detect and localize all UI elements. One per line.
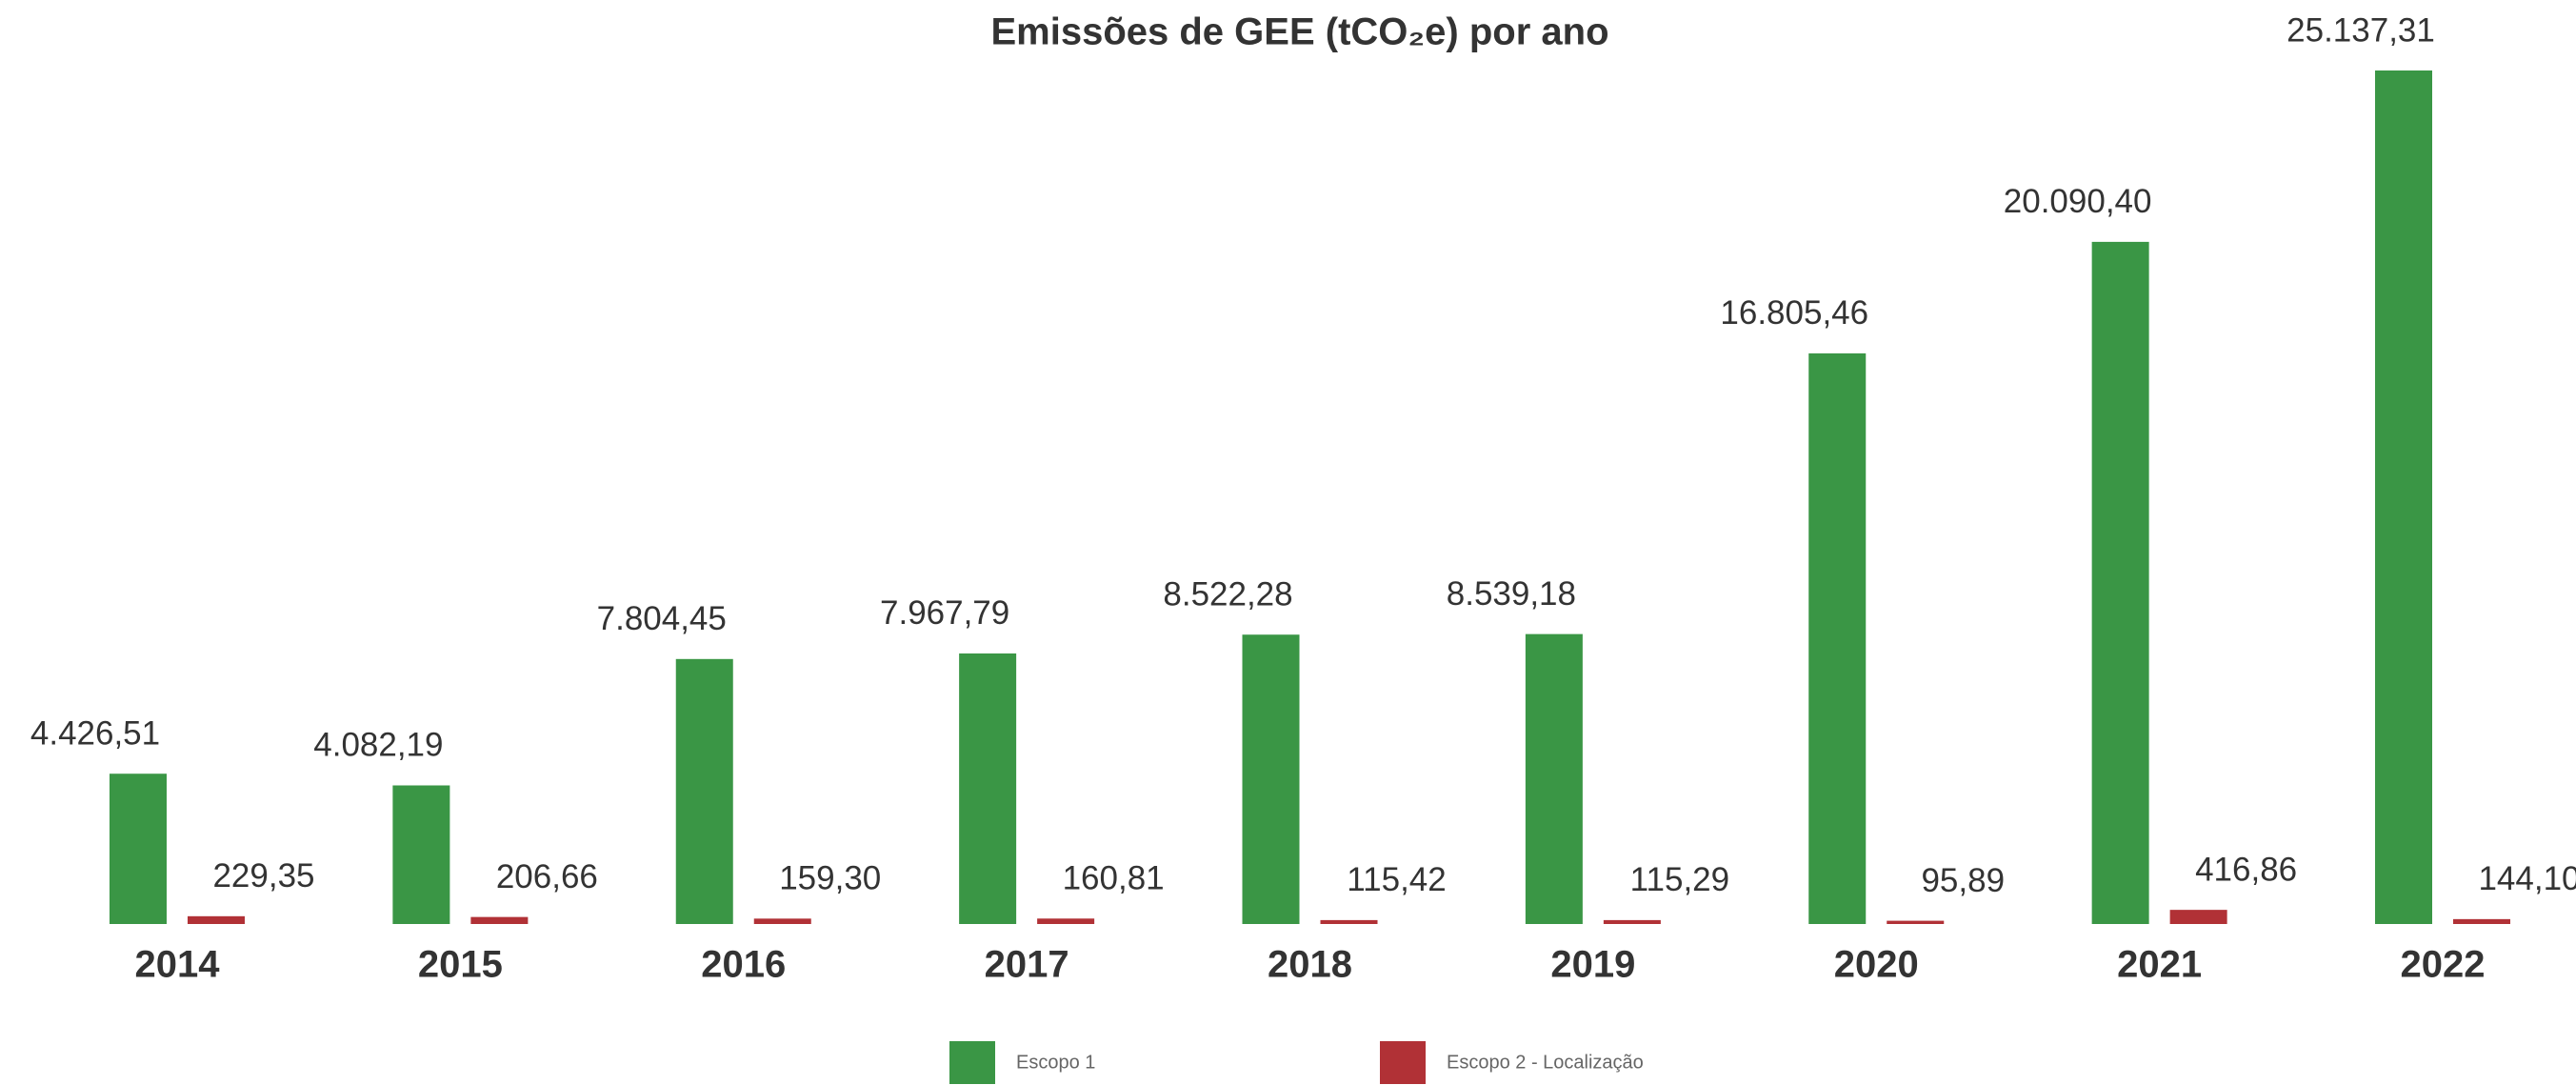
bar xyxy=(1320,919,1378,924)
bar xyxy=(1037,918,1095,924)
data-label: 115,29 xyxy=(1630,861,1729,898)
bar xyxy=(959,653,1017,924)
x-tick-label: 2015 xyxy=(418,944,503,986)
bar xyxy=(1242,634,1300,924)
bar xyxy=(1808,352,1867,924)
data-label: 160,81 xyxy=(1063,860,1165,897)
data-label: 95,89 xyxy=(1921,862,2005,899)
bar xyxy=(188,915,245,924)
bar xyxy=(675,658,733,924)
data-label: 4.082,19 xyxy=(313,727,443,764)
bar xyxy=(2091,241,2149,925)
chart-title: Emissões de GEE (tCO₂e) por ano xyxy=(990,11,1608,53)
data-label: 8.539,18 xyxy=(1447,575,1576,613)
x-tick-label: 2014 xyxy=(135,944,221,986)
bar xyxy=(1887,920,1945,924)
bar xyxy=(2169,910,2227,924)
data-label: 159,30 xyxy=(779,860,881,897)
data-label: 4.426,51 xyxy=(30,714,160,752)
data-label: 8.522,28 xyxy=(1163,575,1292,613)
legend-swatch xyxy=(949,1041,995,1084)
x-tick-label: 2018 xyxy=(1268,944,1352,986)
legend-label: Escopo 2 - Localização xyxy=(1447,1052,1644,1073)
data-label: 206,66 xyxy=(496,858,598,895)
x-tick-label: 2016 xyxy=(701,944,786,986)
bar xyxy=(392,785,450,924)
x-tick-label: 2017 xyxy=(985,944,1069,986)
bar xyxy=(753,918,811,924)
bar xyxy=(110,774,167,924)
x-tick-label: 2021 xyxy=(2117,944,2202,986)
x-tick-label: 2020 xyxy=(1834,944,1919,986)
bar xyxy=(2375,70,2432,924)
data-label: 20.090,40 xyxy=(2004,183,2152,220)
data-label: 16.805,46 xyxy=(1720,294,1868,332)
bar xyxy=(1603,919,1661,924)
x-tick-label: 2022 xyxy=(2401,944,2486,986)
data-label: 144,10 xyxy=(2478,860,2576,897)
data-label: 229,35 xyxy=(212,857,314,894)
bar xyxy=(2453,918,2510,924)
data-label: 115,42 xyxy=(1347,861,1446,898)
legend-swatch xyxy=(1380,1041,1426,1084)
x-tick-label: 2019 xyxy=(1550,944,1635,986)
bar xyxy=(470,916,529,924)
legend-label: Escopo 1 xyxy=(1016,1052,1095,1073)
data-label: 7.804,45 xyxy=(597,600,727,637)
data-label: 25.137,31 xyxy=(2286,11,2435,49)
bar xyxy=(1525,633,1583,924)
data-label: 7.967,79 xyxy=(880,594,1009,632)
data-label: 416,86 xyxy=(2195,851,2297,888)
